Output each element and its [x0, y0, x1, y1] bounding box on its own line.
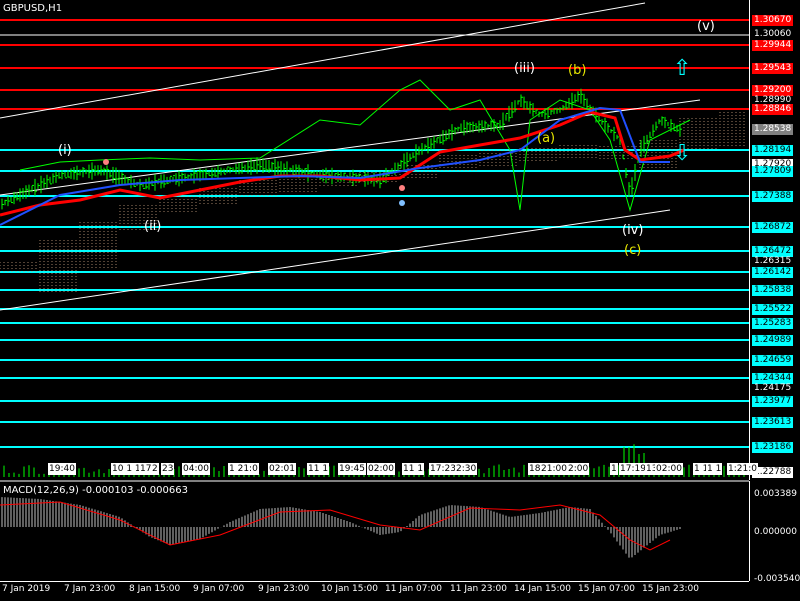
indicator-line-green — [19, 79, 691, 212]
session-time-tag: 02:00 — [655, 463, 683, 475]
price-label: 1.24659 — [752, 355, 794, 366]
session-time-tag: 17:23 — [429, 463, 457, 475]
price-label: 1.28538 — [752, 124, 794, 135]
time-axis-label: 11 Jan 07:00 — [385, 584, 442, 594]
time-axis-label: 14 Jan 15:00 — [514, 584, 571, 594]
elliott-wave-label: (b) — [568, 63, 587, 78]
session-time-tag: 1:21:0 — [727, 463, 758, 475]
down-outline-arrow-icon: ⇩ — [673, 141, 692, 166]
price-axis[interactable] — [749, 0, 800, 480]
price-label: 1.28846 — [752, 104, 794, 115]
elliott-wave-label: (ii) — [144, 219, 162, 234]
up-outline-arrow-icon: ⇧ — [673, 56, 692, 81]
macd-axis-label: 0.000000 — [754, 527, 797, 537]
time-axis-label: 9 Jan 07:00 — [193, 584, 245, 594]
price-label: 1.23613 — [752, 417, 794, 428]
signal-marker — [103, 159, 109, 165]
macd-axis-label: 0.003389 — [754, 489, 797, 499]
price-label: 1.23977 — [752, 396, 794, 407]
price-label: 1.25283 — [752, 318, 794, 329]
session-time-tag: 19:45 — [338, 463, 366, 475]
session-time-tag: 02:01 — [268, 463, 296, 475]
price-label: 1.25522 — [752, 304, 794, 315]
price-label: 1.24989 — [752, 335, 794, 346]
price-label: 1.27388 — [752, 191, 794, 202]
time-axis-label: 11 Jan 23:00 — [450, 584, 507, 594]
session-time-tag: 04:00 — [182, 463, 210, 475]
price-label: 1.25838 — [752, 285, 794, 296]
time-axis-label: 15 Jan 07:00 — [578, 584, 635, 594]
price-label: 1.28990 — [754, 95, 792, 105]
chart-title: GBPUSD,H1 — [3, 3, 63, 14]
session-time-tag: 2 — [151, 463, 159, 475]
session-time-tag: 11 1 — [402, 463, 425, 475]
time-axis-label: 10 Jan 15:00 — [321, 584, 378, 594]
time-axis-label: 9 Jan 23:00 — [258, 584, 310, 594]
session-time-tag: 11 1 — [307, 463, 330, 475]
price-label: 1.26872 — [752, 222, 794, 233]
session-time-tag: 19:40 — [48, 463, 76, 475]
channel-upper-line — [0, 2, 646, 119]
session-time-tag: 1 — [610, 463, 618, 475]
time-axis-label: 15 Jan 23:00 — [642, 584, 699, 594]
macd-axis-label: -0.003540 — [754, 574, 800, 584]
price-label: 1.27920 — [752, 159, 794, 170]
price-label: 1.28194 — [752, 145, 794, 156]
signal-marker — [399, 185, 405, 191]
elliott-wave-label: (v) — [697, 19, 715, 34]
elliott-wave-label: (i) — [58, 143, 72, 158]
session-time-tag: 18 — [528, 463, 542, 475]
session-time-tag: 1 1 — [693, 463, 710, 475]
price-label: 1.29944 — [752, 40, 794, 51]
price-label: 1.29543 — [752, 63, 794, 74]
macd-signal-line — [0, 501, 671, 551]
price-label: 1.26472 — [752, 246, 794, 257]
elliott-wave-label: (iii) — [514, 61, 535, 76]
signal-marker — [399, 200, 405, 206]
price-label: 1.24344 — [752, 373, 794, 384]
elliott-wave-label: (a) — [537, 131, 556, 146]
time-axis[interactable] — [0, 581, 749, 601]
price-label: 1.24175 — [754, 383, 792, 393]
time-axis-label: 7 Jan 23:00 — [64, 584, 116, 594]
session-time-tag: 21:00 — [540, 463, 568, 475]
elliott-wave-label: (c) — [624, 243, 642, 258]
elliott-wave-label: (iv) — [622, 223, 644, 238]
session-time-tag: 2:30 — [455, 463, 478, 475]
session-time-tag: 1 21:0 — [228, 463, 259, 475]
moving-average-red — [0, 110, 685, 217]
price-label: 1.22788 — [752, 467, 794, 478]
price-label: 1.26142 — [752, 267, 794, 278]
price-label: 1.29200 — [752, 85, 794, 96]
price-label: 1.30670 — [752, 15, 794, 26]
macd-title: MACD(12,26,9) -0.000103 -0.000663 — [3, 485, 188, 496]
price-label: 1.30060 — [754, 29, 792, 39]
session-time-tag: 02:00 — [367, 463, 395, 475]
price-label: 1.27809 — [752, 166, 794, 177]
time-axis-label: 7 Jan 2019 — [2, 584, 51, 594]
moving-average-blue — [0, 106, 670, 226]
price-label: 1.23186 — [752, 442, 794, 453]
session-time-tag: 2:00 — [567, 463, 590, 475]
channel-lower-line — [0, 209, 671, 311]
time-axis-label: 8 Jan 15:00 — [129, 584, 181, 594]
session-time-tag: 17 — [139, 463, 153, 475]
session-time-tag: 17:19 — [619, 463, 647, 475]
price-label: 1.26315 — [754, 256, 792, 266]
session-time-tag: 23 — [161, 463, 175, 475]
macd-axis[interactable] — [749, 481, 800, 581]
session-time-tag: 1 1 — [706, 463, 723, 475]
session-time-tag: 10 1 1 — [111, 463, 142, 475]
